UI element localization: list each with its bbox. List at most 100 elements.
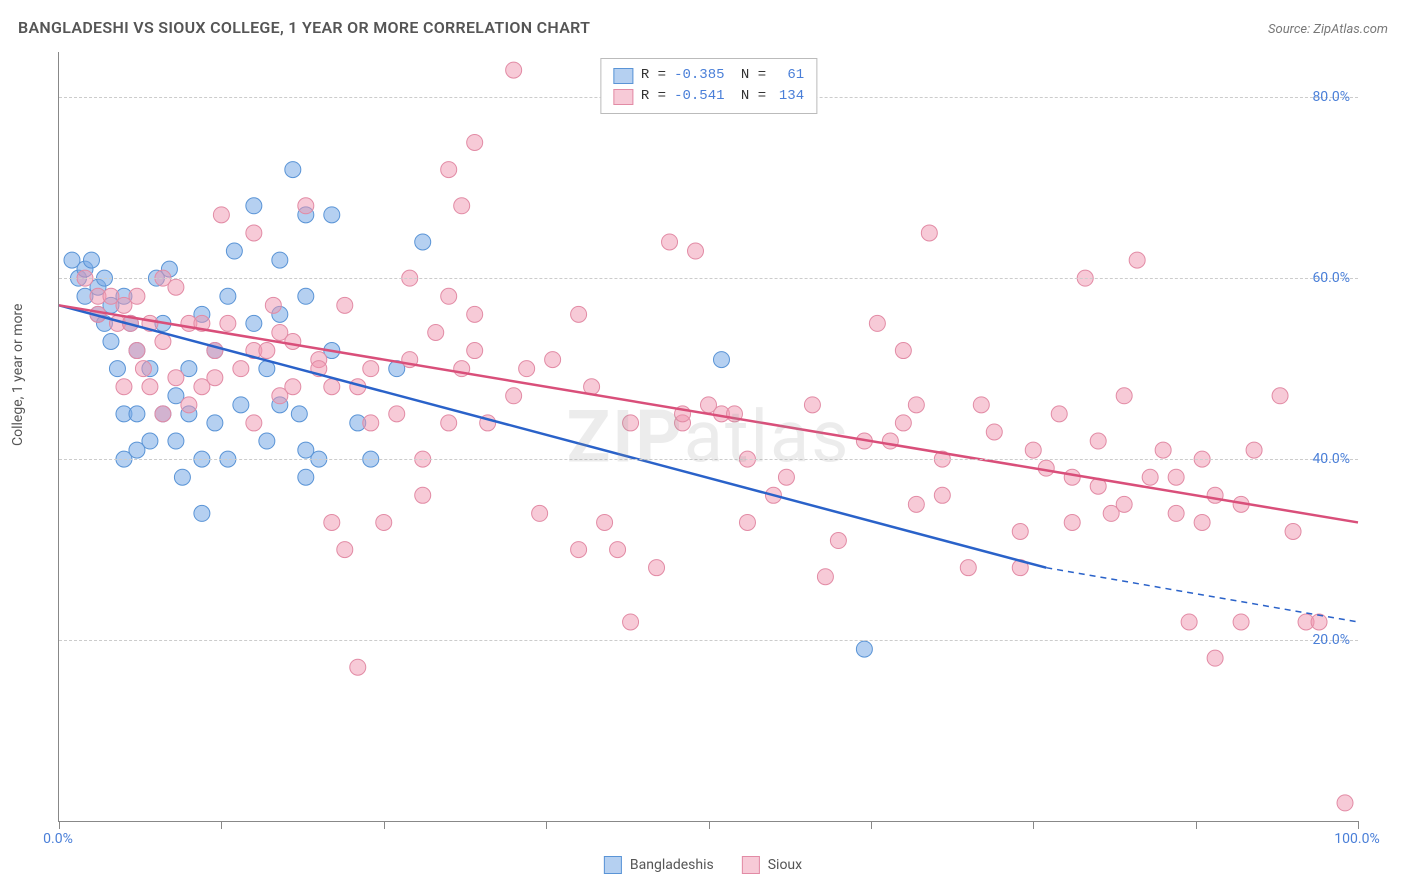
legend-swatch-icon — [742, 856, 760, 874]
scatter-point — [285, 379, 301, 395]
scatter-point — [1233, 614, 1249, 630]
scatter-point — [298, 469, 314, 485]
scatter-point — [324, 514, 340, 530]
scatter-point — [1090, 433, 1106, 449]
scatter-point — [246, 198, 262, 214]
scatter-point — [207, 370, 223, 386]
scatter-point — [415, 234, 431, 250]
scatter-point — [830, 533, 846, 549]
plot-svg — [59, 52, 1358, 821]
scatter-point — [174, 469, 190, 485]
scatter-point — [168, 433, 184, 449]
scatter-point — [109, 361, 125, 377]
scatter-point — [1116, 496, 1132, 512]
xtick — [871, 821, 872, 829]
scatter-point — [135, 361, 151, 377]
scatter-point — [168, 370, 184, 386]
scatter-point — [1285, 523, 1301, 539]
plot-area: ZIPatlas R = -0.385 N = 61 R = -0.541 N … — [58, 52, 1358, 822]
legend-label: Sioux — [768, 857, 802, 873]
scatter-point — [506, 388, 522, 404]
r-label: R = — [641, 86, 666, 107]
scatter-point — [532, 505, 548, 521]
scatter-point — [1142, 469, 1158, 485]
scatter-point — [233, 361, 249, 377]
scatter-point — [454, 198, 470, 214]
scatter-point — [213, 207, 229, 223]
scatter-point — [246, 415, 262, 431]
scatter-point — [129, 288, 145, 304]
scatter-point — [545, 352, 561, 368]
scatter-point — [1168, 505, 1184, 521]
scatter-point — [908, 496, 924, 512]
scatter-point — [441, 415, 457, 431]
scatter-point — [285, 334, 301, 350]
scatter-point — [960, 560, 976, 576]
scatter-point — [291, 406, 307, 422]
scatter-point — [337, 542, 353, 558]
r-value-1: -0.385 — [674, 65, 724, 86]
scatter-point — [506, 62, 522, 78]
n-value-2: 134 — [774, 86, 804, 107]
scatter-point — [129, 343, 145, 359]
scatter-point — [415, 487, 431, 503]
scatter-point — [298, 198, 314, 214]
scatter-point — [895, 415, 911, 431]
n-label: N = — [733, 65, 767, 86]
trend-line-extension — [1046, 568, 1358, 622]
scatter-point — [1116, 388, 1132, 404]
scatter-point — [181, 397, 197, 413]
scatter-point — [142, 433, 158, 449]
scatter-point — [337, 297, 353, 313]
scatter-point — [259, 433, 275, 449]
legend-item-sioux: Sioux — [742, 856, 802, 874]
title-bar: BANGLADESHI VS SIOUX COLLEGE, 1 YEAR OR … — [18, 18, 1388, 37]
scatter-point — [155, 334, 171, 350]
scatter-point — [259, 343, 275, 359]
scatter-point — [649, 560, 665, 576]
scatter-point — [895, 343, 911, 359]
xtick — [709, 821, 710, 829]
scatter-point — [986, 424, 1002, 440]
scatter-point — [869, 315, 885, 331]
scatter-point — [1207, 487, 1223, 503]
scatter-point — [1012, 523, 1028, 539]
scatter-point — [1337, 795, 1353, 811]
n-label: N = — [733, 86, 767, 107]
scatter-point — [363, 415, 379, 431]
scatter-point — [882, 433, 898, 449]
scatter-point — [1051, 406, 1067, 422]
scatter-point — [83, 252, 99, 268]
scatter-point — [1155, 442, 1171, 458]
scatter-point — [739, 514, 755, 530]
scatter-point — [934, 487, 950, 503]
scatter-point — [662, 234, 678, 250]
scatter-point — [1207, 650, 1223, 666]
scatter-point — [246, 315, 262, 331]
scatter-point — [376, 514, 392, 530]
scatter-point — [220, 315, 236, 331]
gridline — [59, 640, 1358, 641]
scatter-point — [519, 361, 535, 377]
correlation-legend: R = -0.385 N = 61 R = -0.541 N = 134 — [600, 58, 817, 114]
scatter-point — [921, 225, 937, 241]
scatter-point — [688, 243, 704, 259]
scatter-point — [207, 415, 223, 431]
scatter-point — [571, 542, 587, 558]
chart-title: BANGLADESHI VS SIOUX COLLEGE, 1 YEAR OR … — [18, 18, 590, 37]
legend-swatch-pink — [613, 89, 633, 105]
scatter-point — [467, 343, 483, 359]
scatter-point — [1311, 614, 1327, 630]
xtick — [1358, 821, 1359, 829]
n-value-1: 61 — [774, 65, 804, 86]
scatter-point — [610, 542, 626, 558]
scatter-point — [973, 397, 989, 413]
scatter-point — [597, 514, 613, 530]
scatter-point — [265, 297, 281, 313]
scatter-point — [1025, 442, 1041, 458]
legend-label: Bangladeshis — [630, 857, 714, 873]
scatter-point — [778, 469, 794, 485]
xtick — [1196, 821, 1197, 829]
scatter-point — [1168, 469, 1184, 485]
scatter-point — [220, 288, 236, 304]
